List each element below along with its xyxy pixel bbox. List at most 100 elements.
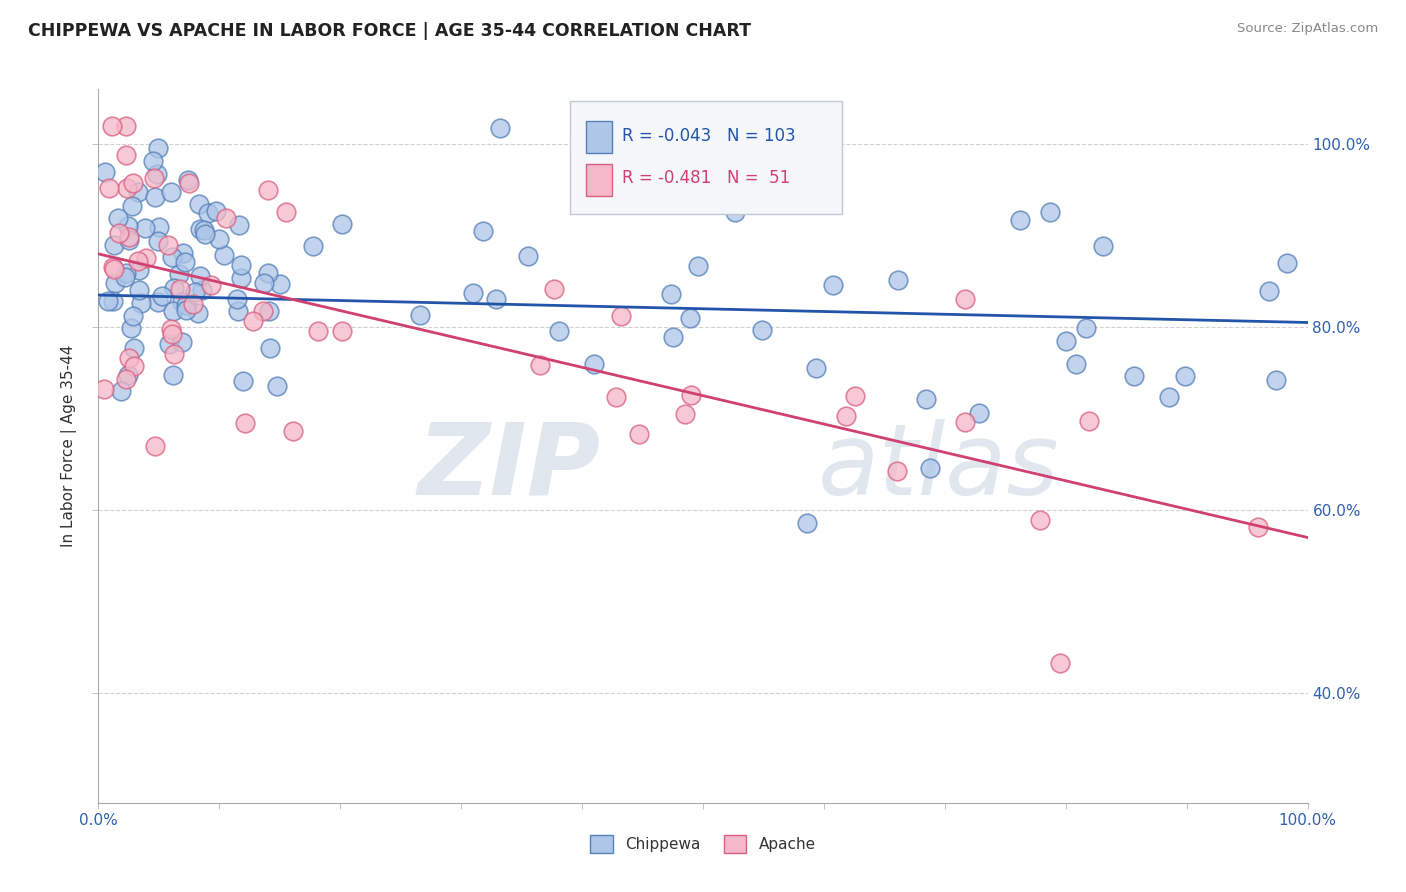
Point: [174, 303, 197, 318]
Point: [915, 392, 938, 406]
Point: [118, 229, 141, 244]
Point: [228, 218, 250, 232]
Point: [160, 185, 183, 199]
Point: [108, 226, 131, 240]
Point: [609, 309, 631, 323]
Point: [193, 223, 215, 237]
Point: [179, 176, 201, 190]
Point: [953, 415, 976, 429]
Point: [1064, 358, 1087, 372]
Bar: [586, 121, 613, 153]
Point: [274, 205, 297, 219]
Point: [187, 306, 209, 320]
Point: [159, 322, 181, 336]
Point: [103, 237, 125, 252]
Point: [128, 262, 150, 277]
Point: [1054, 334, 1077, 348]
Point: [252, 276, 274, 290]
Point: [177, 172, 200, 186]
Point: [115, 119, 138, 133]
Point: [141, 153, 163, 168]
Point: [194, 227, 217, 242]
Point: [1039, 204, 1062, 219]
Point: [122, 309, 145, 323]
Point: [679, 310, 702, 325]
Point: [188, 269, 211, 284]
Y-axis label: In Labor Force | Age 35-44: In Labor Force | Age 35-44: [60, 345, 77, 547]
Point: [129, 296, 152, 310]
Point: [844, 389, 866, 403]
Point: [162, 281, 184, 295]
Point: [143, 171, 166, 186]
Point: [242, 313, 264, 327]
Point: [887, 273, 910, 287]
Point: [134, 221, 156, 235]
Point: [605, 390, 627, 404]
Point: [257, 183, 280, 197]
Point: [806, 360, 828, 375]
Point: [120, 321, 142, 335]
Point: [127, 253, 149, 268]
Point: [463, 285, 485, 300]
Point: [181, 297, 204, 311]
Point: [259, 341, 281, 355]
Point: [93, 382, 115, 396]
Point: [174, 255, 197, 269]
Point: [967, 407, 990, 421]
Point: [118, 233, 141, 247]
Point: [659, 287, 682, 301]
Text: CHIPPEWA VS APACHE IN LABOR FORCE | AGE 35-44 CORRELATION CHART: CHIPPEWA VS APACHE IN LABOR FORCE | AGE …: [28, 22, 751, 40]
Point: [101, 260, 124, 274]
Point: [114, 372, 136, 386]
Point: [160, 250, 183, 264]
Text: R = -0.043   N = 103: R = -0.043 N = 103: [621, 127, 796, 145]
Point: [150, 289, 173, 303]
Point: [688, 259, 710, 273]
Point: [723, 205, 745, 219]
Point: [94, 165, 117, 179]
Point: [1247, 519, 1270, 533]
Point: [489, 121, 512, 136]
Point: [269, 277, 291, 291]
Point: [188, 197, 211, 211]
Point: [751, 323, 773, 337]
Point: [191, 283, 214, 297]
Point: [1029, 513, 1052, 527]
Point: [172, 245, 194, 260]
Point: [104, 276, 127, 290]
Point: [283, 424, 305, 438]
Point: [302, 239, 325, 253]
Point: [1008, 213, 1031, 227]
Point: [169, 282, 191, 296]
Point: [143, 190, 166, 204]
Point: [208, 232, 231, 246]
Point: [188, 221, 211, 235]
Point: [1258, 284, 1281, 298]
Point: [117, 368, 139, 382]
Point: [122, 359, 145, 373]
Point: [307, 324, 329, 338]
Point: [174, 298, 197, 312]
Point: [229, 258, 252, 272]
Point: [1174, 368, 1197, 383]
Point: [332, 324, 354, 338]
Legend: Chippewa, Apache: Chippewa, Apache: [583, 829, 823, 859]
Point: [135, 252, 157, 266]
Point: [225, 292, 247, 306]
Point: [114, 148, 136, 162]
Point: [232, 374, 254, 388]
Point: [953, 293, 976, 307]
Point: [162, 368, 184, 383]
Text: Source: ZipAtlas.com: Source: ZipAtlas.com: [1237, 22, 1378, 36]
Point: [197, 206, 219, 220]
Point: [662, 329, 685, 343]
Point: [543, 282, 565, 296]
Point: [233, 416, 256, 430]
Point: [596, 186, 619, 200]
Point: [160, 326, 183, 341]
Point: [148, 219, 170, 234]
Point: [1265, 373, 1288, 387]
Point: [143, 439, 166, 453]
Text: ZIP: ZIP: [418, 419, 600, 516]
Point: [485, 292, 508, 306]
